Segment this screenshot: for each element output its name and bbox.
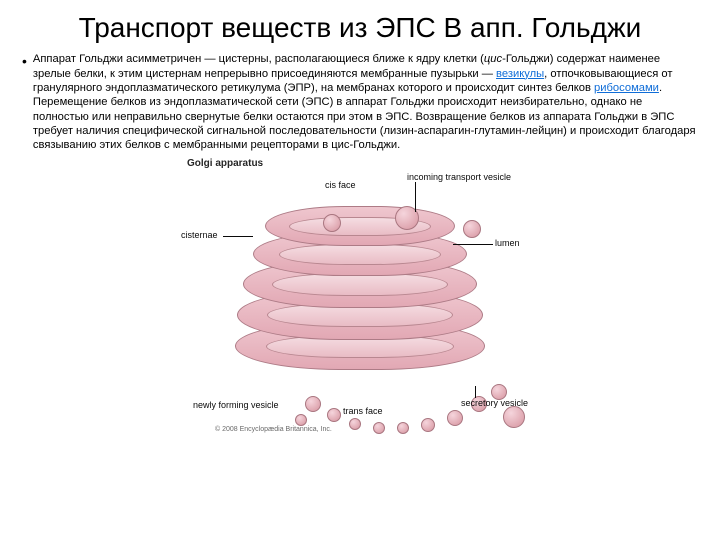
italic-run: цис bbox=[484, 53, 502, 65]
paragraph: Аппарат Гольджи асимметричен — цистерны,… bbox=[33, 52, 698, 152]
bullet-icon: • bbox=[22, 52, 27, 152]
golgi-figure: Golgi apparatus cisternae incoming trans… bbox=[175, 154, 545, 439]
label-trans: trans face bbox=[343, 406, 383, 416]
leader-line bbox=[475, 386, 476, 398]
leader-line bbox=[223, 236, 253, 237]
link-vesicles[interactable]: везикулы bbox=[496, 68, 544, 80]
vesicle bbox=[421, 418, 435, 432]
golgi-stack bbox=[235, 196, 485, 396]
leader-line bbox=[415, 182, 416, 212]
leader-line bbox=[453, 244, 493, 245]
vesicle bbox=[327, 408, 341, 422]
figure-title: Golgi apparatus bbox=[187, 158, 263, 169]
vesicle bbox=[305, 396, 321, 412]
page-title: Транспорт веществ из ЭПС В апп. Гольджи bbox=[22, 12, 698, 44]
slide: Транспорт веществ из ЭПС В апп. Гольджи … bbox=[0, 0, 720, 540]
body-text: • Аппарат Гольджи асимметричен — цистерн… bbox=[22, 52, 698, 152]
cisterna-lumen bbox=[279, 244, 440, 265]
figure-copyright: © 2008 Encyclopædia Britannica, Inc. bbox=[215, 426, 332, 433]
vesicle bbox=[463, 220, 481, 238]
cisterna bbox=[265, 206, 455, 246]
vesicle bbox=[447, 410, 463, 426]
text-run: Аппарат Гольджи асимметричен — цистерны,… bbox=[33, 53, 484, 65]
vesicle bbox=[397, 422, 409, 434]
label-cisface: cis face bbox=[325, 180, 356, 190]
vesicle bbox=[503, 406, 525, 428]
label-lumen: lumen bbox=[495, 238, 520, 248]
label-newly: newly forming vesicle bbox=[193, 400, 279, 410]
figure-container: Golgi apparatus cisternae incoming trans… bbox=[22, 154, 698, 530]
cisterna-lumen bbox=[272, 273, 448, 296]
vesicle bbox=[295, 414, 307, 426]
link-ribosomes[interactable]: рибосомами bbox=[594, 82, 659, 94]
vesicle bbox=[373, 422, 385, 434]
label-incoming: incoming transport vesicle bbox=[407, 172, 511, 182]
vesicle bbox=[349, 418, 361, 430]
label-cisternae: cisternae bbox=[181, 230, 218, 240]
label-secretory: secretory vesicle bbox=[461, 398, 528, 408]
